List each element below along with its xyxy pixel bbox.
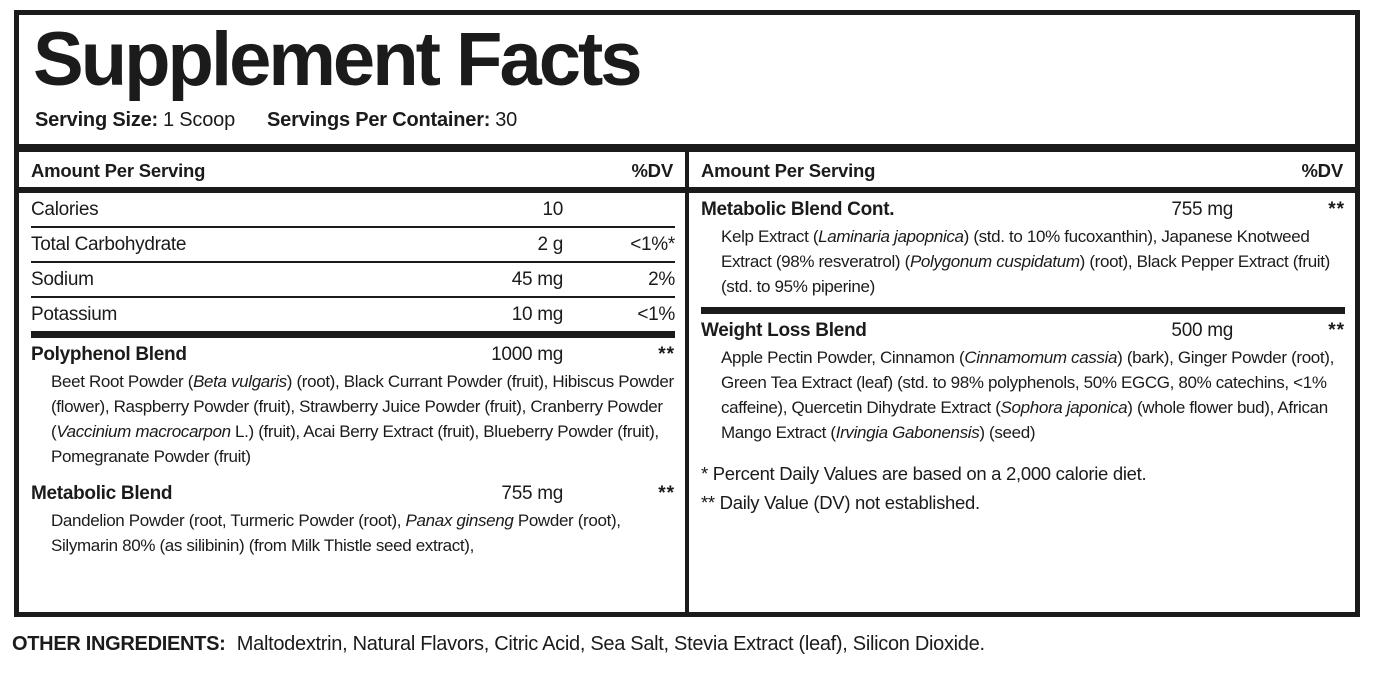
amount-per-serving-heading: Amount Per Serving (701, 160, 876, 182)
facts-columns: Amount Per Serving %DV Calories 10 Total C… (19, 144, 1355, 612)
amount-per-serving-heading: Amount Per Serving (31, 160, 206, 182)
blend-ingredients: Kelp Extract (Laminaria japopnica) (std.… (721, 227, 1330, 297)
blend-header-row: Metabolic Blend 755 mg ** (31, 483, 675, 505)
blend-ingredients: Dandelion Powder (root, Turmeric Powder … (51, 511, 621, 556)
other-ingredients: OTHER INGREDIENTS: Maltodextrin, Natural… (12, 633, 985, 656)
nutrient-row: Sodium 45 mg 2% (31, 263, 675, 299)
blend-dv: ** (1328, 199, 1345, 221)
left-column: Amount Per Serving %DV Calories 10 Total C… (19, 152, 685, 612)
blend-section: Metabolic Blend Cont. 755 mg ** Kelp Extrac… (701, 193, 1345, 315)
serving-size-value: 1 Scoop (163, 109, 235, 132)
blend-name: Polyphenol Blend (31, 344, 187, 366)
blend-amount: 755 mg (501, 483, 563, 505)
nutrient-name: Calories (31, 199, 99, 221)
blend-amount: 1000 mg (491, 344, 563, 366)
nutrient-name: Potassium (31, 304, 118, 326)
servings-per-container-value: 30 (495, 109, 518, 132)
serving-size-label: Serving Size: (35, 109, 158, 132)
left-column-header: Amount Per Serving %DV (19, 152, 685, 194)
dv-heading: %DV (631, 160, 673, 182)
nutrient-dv: <1% (637, 304, 675, 326)
dv-heading: %DV (1301, 160, 1343, 182)
blend-section: Polyphenol Blend 1000 mg ** Beet Root Powde… (31, 338, 675, 477)
nutrient-name: Sodium (31, 269, 94, 291)
blend-amount: 500 mg (1171, 320, 1233, 342)
blend-dv: ** (1328, 320, 1345, 342)
nutrient-name: Total Carbohydrate (31, 234, 187, 256)
nutrient-amount: 45 mg (511, 269, 564, 291)
nutrient-amount: 10 (542, 199, 563, 221)
blend-name: Metabolic Blend Cont. (701, 199, 895, 221)
footnote: ** Daily Value (DV) not established. (701, 492, 980, 514)
serving-info: Serving Size: 1 Scoop Servings Per Contain… (35, 109, 1355, 132)
nutrient-amount: 2 g (537, 234, 563, 256)
label-title: Supplement Facts (33, 17, 643, 102)
nutrient-row: Total Carbohydrate 2 g <1%* (31, 228, 675, 264)
blend-section: Metabolic Blend 755 mg ** Dandelion Powder … (31, 477, 675, 566)
blend-amount: 755 mg (1171, 199, 1233, 221)
blend-header-row: Weight Loss Blend 500 mg ** (701, 320, 1345, 342)
nutrient-dv: <1%* (630, 234, 675, 256)
nutrient-row: Potassium 10 mg <1% (31, 298, 675, 339)
blend-name: Weight Loss Blend (701, 320, 867, 342)
blend-header-row: Polyphenol Blend 1000 mg ** (31, 344, 675, 366)
right-column-header: Amount Per Serving %DV (689, 152, 1355, 194)
footnotes: * Percent Daily Values are based on a 2,… (689, 453, 1355, 521)
blend-dv: ** (658, 344, 675, 366)
footnote: * Percent Daily Values are based on a 2,… (701, 463, 1147, 485)
blend-name: Metabolic Blend (31, 483, 173, 505)
nutrient-amount: 10 mg (511, 304, 564, 326)
blend-ingredients: Apple Pectin Powder, Cinnamon (Cinnamomu… (721, 348, 1334, 443)
nutrient-rows: Calories 10 Total Carbohydrate 2 g <1%* Sodiu… (19, 193, 685, 339)
nutrient-row: Calories 10 (31, 193, 675, 229)
blend-header-row: Metabolic Blend Cont. 755 mg ** (701, 199, 1345, 221)
label-box: Supplement Facts Serving Size: 1 Scoop Ser… (14, 10, 1360, 617)
nutrient-dv: 2% (648, 269, 675, 291)
other-ingredients-label: OTHER INGREDIENTS: (12, 633, 226, 655)
right-column: Amount Per Serving %DV Metabolic Blend C… (685, 152, 1355, 612)
blend-ingredients: Beet Root Powder (Beta vulgaris) (root),… (51, 372, 674, 467)
blend-dv: ** (658, 483, 675, 505)
blend-section: Weight Loss Blend 500 mg ** Apple Pectin Po… (701, 314, 1345, 453)
servings-per-container-label: Servings Per Container: (267, 109, 491, 132)
other-ingredients-text: Maltodextrin, Natural Flavors, Citric Ac… (236, 633, 985, 655)
